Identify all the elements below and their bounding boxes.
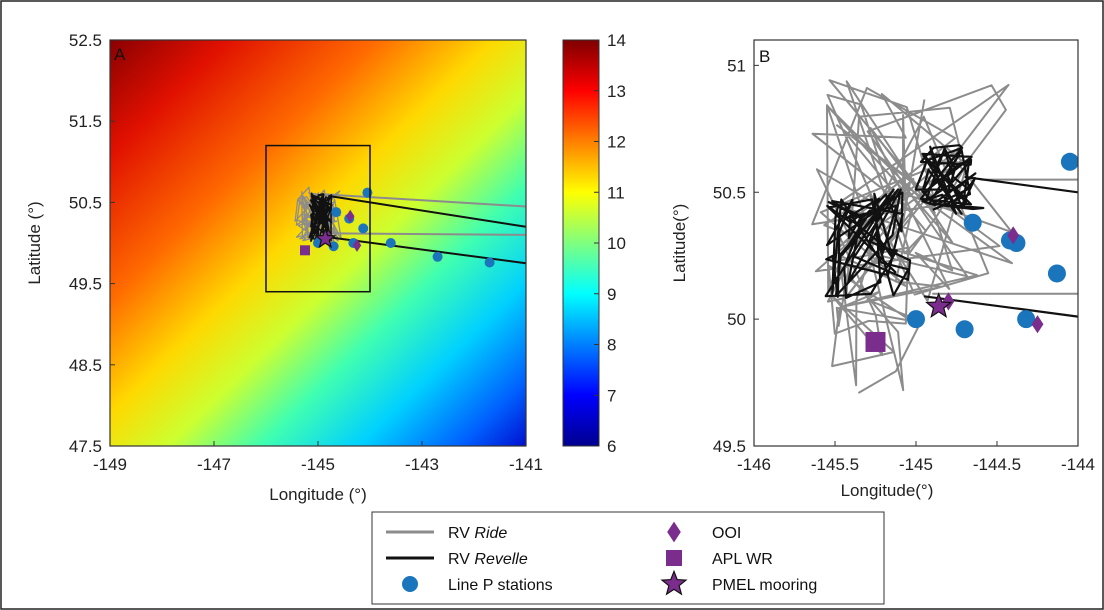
panel-a-ride-transit [323, 193, 526, 208]
panel-b-ytick-label: 51 [727, 56, 746, 75]
colorbar-tick-label: 10 [607, 234, 626, 253]
colorbar: 6 7 8 9 10 11 12 13 14 [562, 31, 626, 456]
legend-square-swatch [666, 550, 682, 566]
colorbar-tick-label: 7 [607, 386, 616, 405]
legend-item-text: OOI [712, 525, 741, 542]
panel-a-revelle-transit [328, 194, 526, 228]
legend-item-label: RV Ride [448, 525, 507, 542]
panel-a-xtick-label: -145 [301, 455, 335, 474]
legend-item-text: PMEL mooring [712, 577, 817, 594]
legend-item-label: OOI [712, 525, 741, 542]
colorbar-tick-label: 6 [607, 437, 616, 456]
panel-b-revelle-wander-north [914, 144, 985, 215]
panel-a: -149 -147 -145 -143 -141 47.5 48.5 49.5 50.5 51.5… [25, 31, 543, 504]
panel-b-xtick-label: -144.5 [973, 455, 1021, 474]
panel-b-revelle-wander [824, 188, 912, 299]
panel-a-line-p-stations-marker [358, 223, 369, 234]
panel-a-xlabel: Longitude (°) [269, 485, 367, 504]
panel-a-apl-wr-marker [300, 245, 310, 256]
panel-b-line-p-stations-marker [1060, 152, 1078, 171]
colorbar-tick-label: 9 [607, 285, 616, 304]
panel-a-revelle-wander [308, 192, 333, 243]
legend-item-text: RV [448, 525, 474, 542]
panel-a-ooi-marker [345, 209, 355, 223]
panel-b-xlabel: Longitude(°) [841, 481, 934, 500]
panel-a-line-p-stations-marker [432, 251, 443, 262]
colorbar-gradient [562, 39, 600, 447]
panel-a-ytick-label: 49.5 [69, 275, 102, 294]
panel-a-line-p-stations-marker [362, 187, 373, 198]
colorbar-tick-label: 11 [607, 183, 625, 202]
panel-a-ylabel: Latitude (°) [25, 201, 44, 284]
panel-b-ride-wander [811, 79, 1013, 308]
panel-b-ytick-label: 49.5 [713, 437, 746, 456]
panel-b-markers [865, 152, 1078, 352]
legend-diamond-swatch [667, 521, 681, 543]
panel-b-xtick-label: -145.5 [811, 455, 859, 474]
panel-a-xtick-label: -143 [405, 455, 439, 474]
legend-item-label: RV Revelle [448, 551, 528, 568]
legend-item-label: APL WR [712, 551, 773, 568]
panel-a-ytick-label: 50.5 [69, 193, 102, 212]
panel-a-line-p-stations-marker [328, 241, 339, 252]
panel-b: -146 -145.5 -145 -144.5 -144 49.5 50 50.5 51 B L… [670, 39, 1095, 500]
legend-item-italic-text: Ride [474, 525, 507, 542]
legend-item-text: Line P stations [448, 577, 553, 594]
panel-b-pmel-mooring-marker [925, 292, 953, 318]
panel-b-ooi-marker [942, 292, 955, 311]
legend-star-swatch [660, 569, 688, 596]
panel-a-ytick-label: 52.5 [69, 31, 102, 50]
colorbar-tick-label: 8 [607, 336, 616, 355]
legend-item-label: Line P stations [448, 577, 553, 594]
panel-a-line-p-stations-marker [484, 257, 495, 268]
panel-a-line-p-stations-marker [385, 238, 396, 248]
legend-item-text: RV [448, 551, 474, 568]
panel-a-line-p-stations-marker [331, 207, 342, 218]
panel-a-ytick-label: 48.5 [69, 356, 102, 375]
panel-b-apl-wr-marker [865, 331, 886, 352]
legend-item-label: PMEL mooring [712, 577, 817, 594]
panel-a-ride-transit [317, 232, 526, 236]
panel-b-ticks: -146 -145.5 -145 -144.5 -144 49.5 50 50.5 51 [713, 56, 1095, 474]
panel-b-xtick-label: -145 [899, 455, 933, 474]
legend-box [371, 511, 885, 605]
colorbar-tick-label: 14 [607, 31, 626, 50]
panel-a-ytick-label: 47.5 [69, 437, 102, 456]
colorbar-tick-label: 12 [607, 133, 626, 152]
panel-b-letter: B [759, 47, 770, 66]
panel-b-line-p-stations-marker [955, 320, 974, 339]
panel-b-ooi-marker [1031, 315, 1044, 334]
panel-a-ticks: -149 -147 -145 -143 -141 47.5 48.5 49.5 50.5 51.5… [69, 31, 543, 474]
panel-b-line-p-stations-marker [1017, 310, 1036, 329]
colorbar-ticks: 6 7 8 9 10 11 12 13 14 [594, 31, 626, 456]
panel-b-xtick-label: -144 [1061, 455, 1095, 474]
panel-b-ytick-label: 50.5 [713, 183, 746, 202]
panel-a-letter: A [114, 45, 126, 64]
panel-b-line-p-stations-marker [1047, 264, 1066, 283]
panel-a-xtick-label: -147 [197, 455, 231, 474]
panel-a-markers [300, 187, 495, 268]
panel-b-ooi-marker [1007, 226, 1020, 245]
panel-a-xtick-label: -149 [93, 455, 127, 474]
panel-b-line-p-stations-marker [907, 310, 925, 329]
panel-b-xtick-label: -146 [737, 455, 771, 474]
panel-a-ooi-marker [352, 238, 362, 252]
panel-a-pmel-mooring-marker [314, 227, 337, 249]
legend-circle-swatch [402, 576, 418, 592]
panel-a-ytick-label: 51.5 [69, 112, 102, 131]
panel-b-line-p-stations-marker [963, 213, 982, 232]
colorbar-tick-label: 13 [607, 82, 626, 101]
panel-b-ytick-label: 50 [727, 310, 746, 329]
panel-b-ylabel: Latitude(°) [670, 204, 689, 283]
panel-b-revelle-transit [964, 175, 1078, 194]
legend-item-text: APL WR [712, 551, 773, 568]
panel-a-inset-box [265, 144, 371, 293]
panel-a-xtick-label: -141 [509, 455, 543, 474]
legend-item-italic-text: Revelle [474, 551, 527, 568]
